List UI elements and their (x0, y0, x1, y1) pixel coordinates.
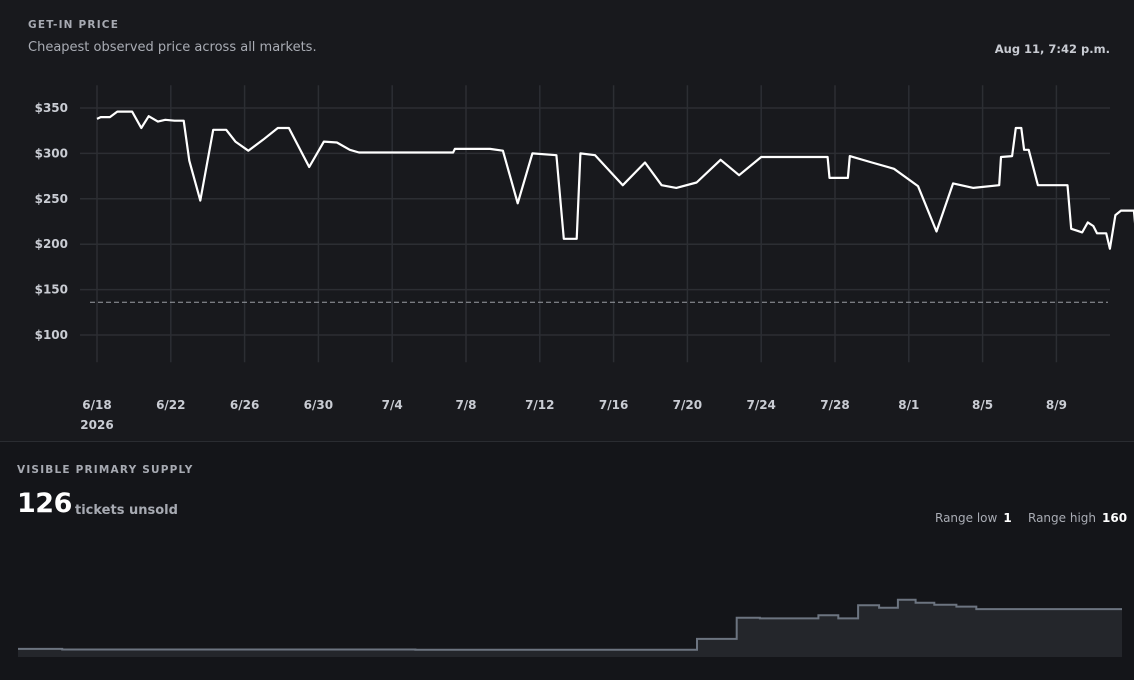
price-series-line (96, 110, 1134, 250)
supply-chart[interactable] (0, 540, 1134, 670)
supply-area-fill (18, 599, 1122, 657)
price-panel-title: GET-IN PRICE (28, 19, 120, 31)
get-in-price-panel (0, 0, 1134, 441)
supply-count: 126 (17, 488, 72, 519)
y-tick-label: $250 (35, 192, 68, 206)
y-tick-label: $150 (35, 283, 68, 297)
x-tick-label: 8/5 (972, 398, 993, 412)
supply-unit-label: tickets unsold (75, 503, 178, 518)
range-low-value: 1 (1003, 511, 1012, 525)
x-tick-label: 7/24 (746, 398, 775, 412)
x-tick-label: 8/9 (1046, 398, 1067, 412)
x-tick-label: 7/16 (599, 398, 628, 412)
range-low-label: Range low (935, 511, 998, 525)
x-tick-year-label: 2026 (80, 418, 113, 432)
price-timestamp: Aug 11, 7:42 p.m. (994, 42, 1110, 56)
x-tick-label: 6/30 (304, 398, 333, 412)
x-tick-label: 7/8 (455, 398, 476, 412)
x-tick-label: 7/4 (382, 398, 403, 412)
y-tick-label: $100 (35, 328, 68, 342)
x-tick-label: 6/22 (156, 398, 185, 412)
x-tick-label: 7/12 (525, 398, 554, 412)
x-tick-label: 6/26 (230, 398, 259, 412)
range-high-value: 160 (1102, 511, 1128, 525)
y-tick-label: $350 (35, 101, 68, 115)
y-tick-label: $200 (35, 237, 68, 251)
price-panel-subtitle: Cheapest observed price across all marke… (28, 40, 317, 55)
x-tick-label: 6/18 (82, 398, 111, 412)
x-tick-label: 7/20 (673, 398, 702, 412)
panel-divider (0, 441, 1134, 442)
supply-panel-title: VISIBLE PRIMARY SUPPLY (17, 464, 194, 476)
range-high-label: Range high (1028, 511, 1097, 525)
x-tick-label: 8/1 (898, 398, 919, 412)
range-low: Range low 1 (935, 511, 1012, 525)
x-tick-label: 7/28 (820, 398, 849, 412)
y-tick-label: $300 (35, 146, 68, 160)
supply-series-line (18, 598, 1122, 651)
range-high: Range high 160 (1028, 511, 1127, 525)
price-chart[interactable]: $350 $300 $250 $200 $150 $100 6/18 6/22 6/26 6/30… (0, 60, 1134, 438)
